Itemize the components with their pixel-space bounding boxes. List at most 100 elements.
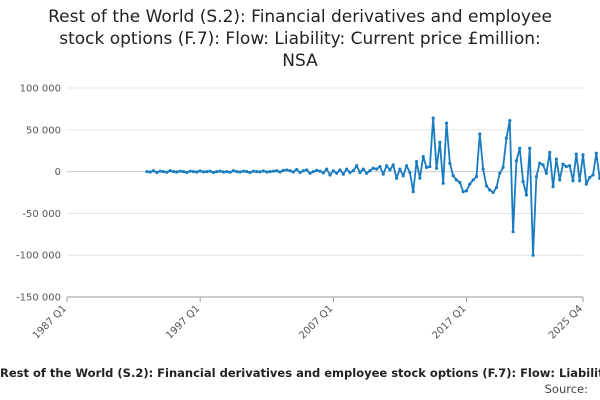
- data-point: [361, 167, 365, 171]
- data-point: [398, 167, 402, 171]
- data-point: [298, 170, 302, 175]
- data-point: [528, 146, 532, 150]
- data-point: [145, 170, 149, 174]
- data-point: [484, 184, 489, 188]
- data-point: [514, 159, 519, 163]
- data-point: [155, 170, 159, 175]
- data-point: [531, 253, 535, 257]
- data-point: [335, 171, 339, 175]
- data-point: [511, 230, 515, 234]
- data-point: [588, 175, 592, 180]
- data-point: [381, 172, 385, 176]
- data-point: [471, 178, 475, 182]
- grid-lines: [67, 87, 583, 298]
- data-point: [178, 169, 182, 173]
- data-point: [508, 119, 512, 123]
- data-point: [311, 170, 315, 174]
- data-point: [394, 176, 399, 180]
- data-point: [594, 151, 598, 155]
- data-point: [228, 170, 232, 174]
- x-tick-label: 2007 Q1: [297, 303, 335, 341]
- data-point: [351, 169, 355, 173]
- data-point: [408, 170, 412, 175]
- data-point: [158, 169, 162, 173]
- series-group: [145, 116, 600, 257]
- data-point: [534, 175, 538, 179]
- footer-source: Source:: [544, 382, 588, 396]
- data-point: [151, 169, 156, 173]
- chart-title-line-3: NSA: [282, 51, 318, 71]
- x-tick-label: 1987 Q1: [31, 303, 69, 341]
- data-point: [328, 173, 332, 177]
- data-point: [375, 167, 379, 171]
- data-point: [225, 170, 229, 174]
- data-point: [524, 193, 529, 197]
- data-point: [321, 171, 325, 175]
- data-point: [168, 169, 172, 173]
- data-point: [451, 174, 455, 178]
- data-point: [591, 173, 595, 177]
- data-point: [378, 164, 382, 169]
- data-point: [221, 170, 226, 174]
- data-point: [411, 190, 415, 194]
- data-point: [188, 169, 192, 173]
- data-point: [231, 169, 236, 173]
- data-point: [461, 190, 465, 194]
- data-point: [358, 170, 362, 175]
- data-point: [551, 185, 555, 189]
- tick-labels: 100 000 50 000 0 -50 000 -100 000 -150 000198…: [16, 84, 585, 342]
- data-point: [285, 168, 289, 172]
- data-point: [365, 171, 369, 175]
- data-point: [478, 132, 482, 136]
- y-tick-label: 50 000: [26, 125, 61, 136]
- data-point: [521, 180, 525, 184]
- data-point: [571, 179, 575, 183]
- data-point: [288, 169, 292, 173]
- data-point: [251, 169, 256, 173]
- data-point: [568, 164, 572, 168]
- y-tick-label: -100 000: [16, 251, 61, 262]
- data-point: [371, 166, 375, 170]
- data-point: [428, 164, 432, 169]
- data-point: [544, 171, 548, 175]
- data-point: [315, 168, 319, 172]
- data-point: [391, 163, 395, 167]
- y-tick-label: 100 000: [20, 84, 61, 95]
- data-point: [191, 170, 196, 174]
- data-point: [448, 161, 452, 165]
- data-point: [458, 180, 462, 185]
- data-point: [431, 116, 435, 120]
- data-point: [198, 169, 202, 173]
- data-point: [235, 170, 239, 174]
- data-point: [165, 170, 169, 174]
- data-point: [338, 168, 342, 172]
- data-point: [558, 178, 562, 182]
- data-point: [331, 169, 335, 173]
- data-point: [384, 164, 389, 168]
- data-point: [205, 170, 209, 174]
- data-point: [278, 170, 282, 174]
- data-point: [341, 172, 345, 176]
- data-point: [268, 170, 272, 174]
- data-point: [518, 146, 522, 150]
- data-point: [261, 169, 266, 173]
- data-point: [301, 169, 305, 173]
- data-point: [581, 153, 585, 157]
- data-point: [538, 161, 542, 165]
- data-point: [355, 164, 359, 168]
- data-point: [325, 167, 329, 171]
- data-point: [281, 168, 285, 172]
- data-point: [574, 152, 578, 156]
- data-point: [275, 169, 279, 173]
- y-tick-label: 0: [55, 167, 61, 178]
- data-point: [418, 176, 422, 180]
- data-point: [424, 165, 429, 170]
- data-point: [454, 178, 459, 182]
- chart-title-line-2: stock options (F.7): Flow: Liability: Cu…: [59, 29, 541, 49]
- data-point: [241, 169, 246, 173]
- data-point: [488, 188, 492, 192]
- data-point: [175, 170, 179, 174]
- x-tick-label: 2025 Q4: [547, 303, 585, 341]
- data-point: [501, 165, 505, 170]
